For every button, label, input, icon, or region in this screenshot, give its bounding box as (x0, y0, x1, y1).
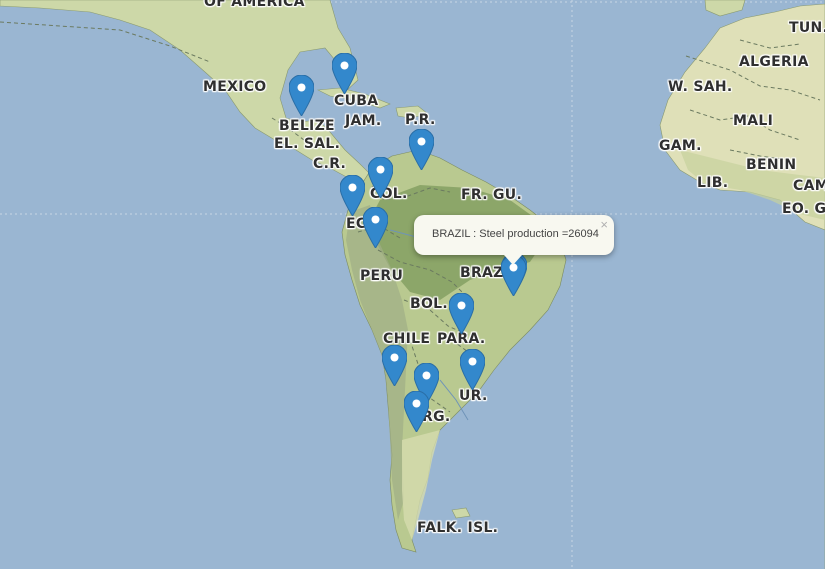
popup-tip (504, 255, 522, 265)
iberia-land (704, 0, 746, 17)
label-eq-guinea: EO. GU. (782, 201, 825, 217)
label-paraguay: PARA. (437, 331, 486, 347)
label-usa: OF AMERICA (204, 0, 305, 10)
label-puerto-rico: P.R. (405, 112, 436, 128)
africa-land (659, 0, 825, 569)
label-benin: BENIN (746, 157, 797, 173)
label-algeria: ALGERIA (739, 54, 809, 70)
hispaniola-land (395, 105, 429, 119)
map-marker-pin[interactable] (499, 254, 527, 297)
label-belize: BELIZE (279, 118, 335, 134)
popup-close-button[interactable]: × (600, 217, 608, 232)
label-chile: CHILE (383, 331, 431, 347)
label-falklands: FALK. ISL. (417, 520, 499, 536)
map-marker-pin[interactable] (447, 292, 475, 335)
map-marker-pin[interactable] (458, 348, 486, 391)
label-ecuador: EC (346, 216, 367, 232)
map-marker-pin[interactable] (330, 52, 358, 95)
popup-text: BRAZIL : Steel production =26094 (432, 228, 599, 240)
label-western-sahara: W. SAH. (668, 79, 733, 95)
label-gambia: GAM. (659, 138, 702, 154)
africa-west-coast (680, 150, 825, 220)
label-mexico: MEXICO (203, 79, 267, 95)
map-marker-pin[interactable] (361, 206, 389, 249)
label-cuba: CUBA (334, 93, 379, 109)
label-tunisia: TUN. (789, 20, 825, 36)
label-costa-rica: C.R. (313, 156, 347, 172)
label-argentina: RG. (422, 409, 451, 425)
map-marker-pin[interactable] (402, 390, 430, 433)
label-mali: MALI (733, 113, 774, 129)
map-marker-pin[interactable] (287, 74, 315, 117)
patagonia-land (402, 430, 440, 540)
map-marker-pin[interactable] (338, 174, 366, 217)
label-liberia: LIB. (697, 175, 729, 191)
label-el-salvador: EL. SAL. (274, 136, 341, 152)
map-marker-pin[interactable] (366, 156, 394, 199)
label-uruguay: UR. (459, 388, 488, 404)
label-jamaica: JAM. (345, 113, 382, 129)
andes-range (346, 205, 408, 520)
label-bolivia: BOL. (410, 296, 449, 312)
label-peru: PERU (360, 268, 404, 284)
country-borders (0, 21, 821, 413)
map-marker-pin[interactable] (407, 128, 435, 171)
info-popup: BRAZIL : Steel production =26094 × (414, 215, 614, 265)
label-cameroon: CAM (793, 178, 825, 194)
map-marker-pin[interactable] (380, 344, 408, 387)
falklands-land (451, 507, 471, 519)
label-french-guiana: FR. GU. (461, 187, 523, 203)
label-brazil: BRAZ (460, 265, 504, 281)
